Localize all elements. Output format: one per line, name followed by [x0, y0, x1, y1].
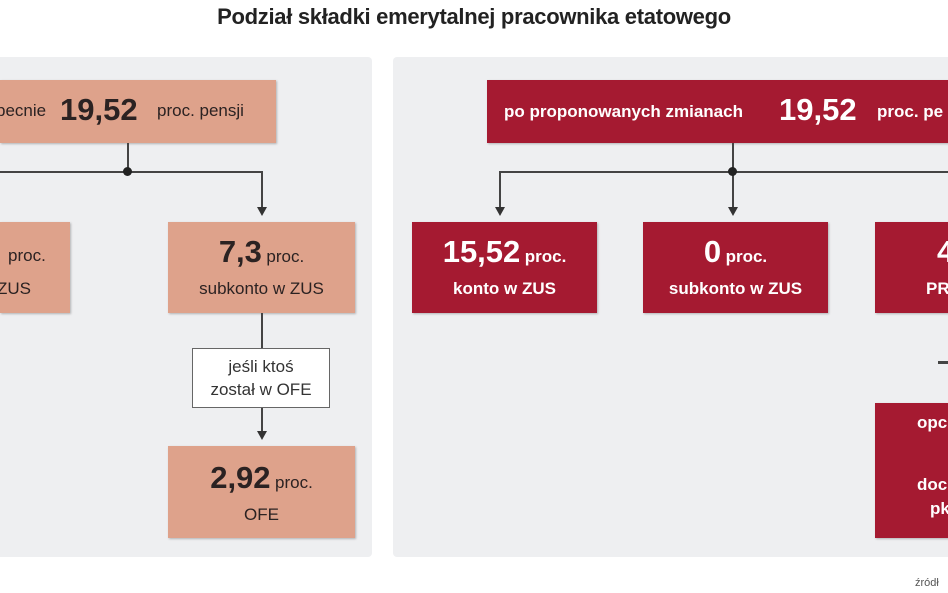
condition-box: jeśli ktoś został w OFE	[192, 348, 330, 408]
optional-line3: pk	[930, 499, 948, 518]
current-ofe-unit: proc.	[275, 473, 313, 492]
current-subkonto-label: subkonto w ZUS	[199, 279, 324, 298]
proposed-total-value: 19,52	[779, 92, 857, 127]
proposed-third-value: 4	[937, 234, 948, 269]
current-subkonto-value: 7,3	[218, 234, 262, 269]
current-zus-box: proc. ZUS	[0, 222, 70, 313]
junction-dot	[728, 167, 737, 176]
proposed-total-box: po proponowanych zmianach 19,52 proc. pe	[487, 80, 948, 143]
condition-line2: został w OFE	[210, 380, 312, 399]
proposed-subkonto-box: 0 proc. subkonto w ZUS	[643, 222, 828, 313]
current-ofe-value: 2,92	[210, 460, 271, 495]
connector	[261, 313, 263, 348]
connector	[938, 361, 948, 364]
current-zus-unit: proc.	[8, 246, 46, 265]
page-title: Podział składki emerytalnej pracownika e…	[217, 4, 731, 29]
proposed-third-label: PR	[926, 279, 948, 298]
current-total-value: 19,52	[60, 92, 138, 127]
source-note: źródł	[915, 577, 939, 589]
proposed-optional-box: opc doc pk	[875, 403, 948, 538]
current-zus-label: ZUS	[0, 279, 31, 298]
arrow-down-icon	[495, 207, 505, 216]
current-total-box: pecnie 19,52 proc. pensji	[0, 80, 276, 143]
connector	[499, 171, 501, 209]
connector	[261, 408, 263, 433]
connector	[261, 171, 263, 209]
proposed-subkonto-unit: proc.	[725, 247, 768, 266]
junction-dot	[123, 167, 132, 176]
arrow-down-icon	[728, 207, 738, 216]
current-ofe-label: OFE	[244, 505, 279, 524]
current-subkonto-box: 7,3 proc. subkonto w ZUS	[168, 222, 355, 313]
connector	[500, 171, 948, 173]
connector	[127, 143, 129, 172]
proposed-konto-box: 15,52 proc. konto w ZUS	[412, 222, 597, 313]
connector	[732, 143, 734, 209]
current-ofe-box: 2,92 proc. OFE	[168, 446, 355, 538]
arrow-down-icon	[257, 431, 267, 440]
current-prefix: pecnie	[0, 101, 47, 120]
current-total-suffix: proc. pensji	[157, 101, 244, 120]
proposed-third-box: 4 PR	[875, 222, 948, 313]
optional-line2: doc	[917, 475, 948, 494]
proposed-subkonto-value: 0	[703, 234, 722, 269]
optional-line1: opc	[917, 413, 948, 432]
current-subkonto-unit: proc.	[266, 247, 305, 266]
condition-line1: jeśli ktoś	[228, 357, 294, 376]
proposed-prefix: po proponowanych zmianach	[504, 102, 743, 121]
proposed-konto-unit: proc.	[524, 247, 567, 266]
proposed-total-suffix: proc. pe	[877, 102, 944, 121]
proposed-konto-label: konto w ZUS	[453, 279, 556, 298]
arrow-down-icon	[257, 207, 267, 216]
proposed-konto-value: 15,52	[442, 234, 521, 269]
proposed-subkonto-label: subkonto w ZUS	[668, 279, 803, 298]
